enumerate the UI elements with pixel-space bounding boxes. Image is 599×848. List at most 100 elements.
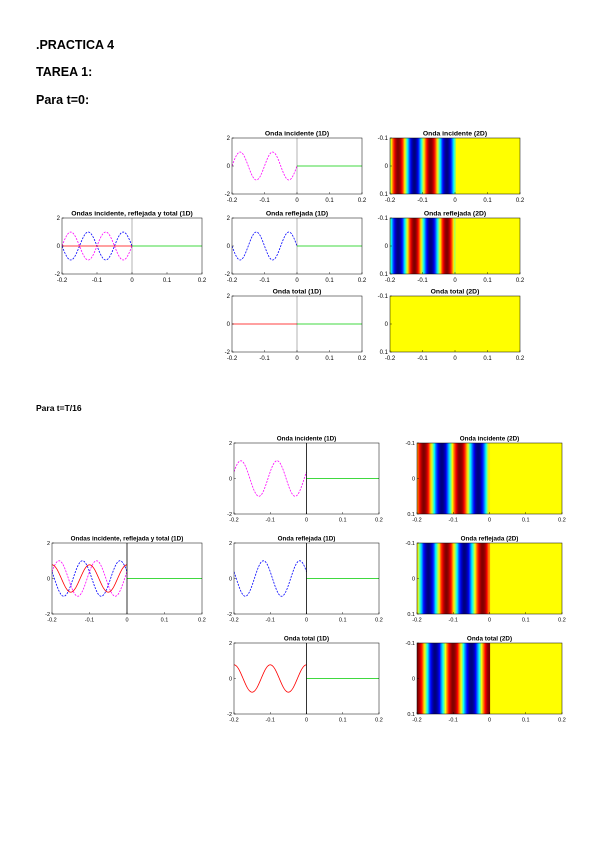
heatmap-cell [453,218,456,274]
heatmap-cell [421,643,424,714]
chart-title: Onda total (2D) [431,289,480,296]
y-tick-label: 0.1 [407,612,415,618]
heatmap-cell [419,443,422,514]
y-tick-label: 0.1 [407,512,415,518]
heatmap-cell [441,643,443,714]
heatmap-cell [452,138,455,194]
x-tick-label: 0.1 [325,198,334,204]
heatmap-cell [412,218,415,274]
heatmap-cell [478,543,481,614]
heatmap-cell [423,543,425,614]
y-tick-label: 0 [385,164,389,170]
section-t16-heading: Para t=T/16 [36,403,82,413]
x-tick-label: 0.1 [483,356,492,362]
heatmap-cell [451,218,454,274]
heatmap-cell [436,643,439,714]
heatmap-cell [435,218,438,274]
heatmap-cell [430,138,432,194]
chart-title: Onda reflejada (2D) [461,536,519,543]
chart-title: Ondas incidente, reflejada y total (1D) [71,211,193,218]
heatmap-cell [439,443,442,514]
heatmap-cell [423,443,425,514]
heatmap-cell [446,643,448,714]
heatmap-cell [429,443,431,514]
chart-title: Onda incidente (2D) [460,436,519,443]
x-tick-label: 0.2 [558,718,566,724]
y-tick-label: 2 [57,216,61,222]
chart-s1-incident-2d: Onda incidente (2D) -0.2 -0.1 0 0.1 0.2 -0.1 0 0… [378,128,528,208]
y-tick-label: -2 [227,612,232,618]
heatmap-cell [456,443,459,514]
heatmap-cell [443,443,446,514]
x-tick-label: 0 [125,618,128,624]
heatmap-cell [467,443,470,514]
heatmap-cell [450,543,453,614]
heatmap-cell [436,218,439,274]
heatmap-cell [445,218,447,274]
heatmap-cell [393,218,395,274]
heatmap-cell [431,543,434,614]
heatmap-cell [447,443,450,514]
heatmap-cell [443,218,445,274]
heatmap-cell [481,643,483,714]
heatmap-cell [427,138,430,194]
x-tick-label: -0.2 [227,278,238,284]
heatmap-cell [439,218,442,274]
heatmap-cell [419,643,422,714]
y-tick-label: -0.1 [406,541,415,547]
chart-svg: Onda reflejada (2D) -0.2 -0.1 0 0.1 0.2 -0.1 0 0… [378,211,525,285]
heatmap-cell [454,543,457,614]
heatmap-cell [475,643,477,714]
y-tick-label: -2 [227,512,232,518]
heatmap-cell [460,543,463,614]
chart-svg: Onda total (2D) -0.2 -0.1 0 0.1 0.2 -0.1 0 0.1 [406,636,566,724]
x-tick-label: -0.1 [417,198,428,204]
heatmap-cell [449,643,452,714]
y-tick-label: 0 [385,322,389,328]
x-tick-label: -0.1 [259,356,270,362]
heatmap-cell [444,443,447,514]
y-tick-label: -0.1 [378,216,389,222]
x-tick-label: 0.1 [339,618,347,624]
heatmap-cell [444,218,446,274]
x-tick-label: 0 [305,618,308,624]
heatmap-cell [433,218,436,274]
heatmap-cell [443,138,445,194]
heatmap-cell [442,543,445,614]
heatmap-cell [444,543,447,614]
plot-area [417,643,562,714]
heatmap-cell [448,443,451,514]
heatmap-cell [466,543,469,614]
heatmap-cell [452,543,454,614]
heatmap-cell [425,443,428,514]
heatmap-cell [485,543,488,614]
heatmap-cell [435,543,437,614]
heatmap-cell [488,543,491,614]
heatmap-cell [471,643,474,714]
page-heading: .PRACTICA 4 [36,38,115,52]
x-tick-label: 0.2 [558,618,566,624]
heatmap-cell [437,218,440,274]
series-line [234,460,307,497]
heatmap-cell [420,218,423,274]
heatmap-cell [421,443,424,514]
heatmap-cell [408,138,411,194]
chart-title: Onda total (1D) [284,636,329,643]
x-tick-label: 0.2 [358,198,367,204]
heatmap-cell [424,643,427,714]
heatmap-cell [427,218,430,274]
chart-s1-reflected-2d: Onda reflejada (2D) -0.2 -0.1 0 0.1 0.2 -0.1 0 0… [378,208,528,288]
heatmap-cell [460,443,463,514]
heatmap-cell [455,443,458,514]
heatmap-cell [471,443,474,514]
heatmap-cell [435,138,438,194]
heatmap-cell [397,138,400,194]
heatmap-cell [476,643,479,714]
heatmap-cell [446,138,449,194]
heatmap-cell [450,218,453,274]
x-tick-label: 0.1 [339,718,347,724]
heatmap-cell [437,643,440,714]
y-tick-label: 0.1 [380,272,389,278]
chart-title: Onda reflejada (1D) [266,211,328,218]
y-tick-label: 2 [229,541,232,547]
